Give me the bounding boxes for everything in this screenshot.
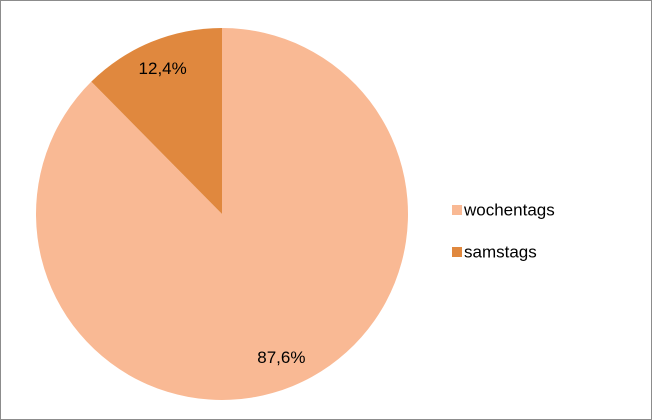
legend-label: wochentags — [463, 200, 555, 219]
data-label: 12,4% — [139, 59, 187, 78]
pie-slice — [91, 28, 223, 214]
pie-slice — [35, 28, 408, 401]
data-label: 87,6% — [257, 348, 305, 367]
legend-swatch — [452, 205, 462, 215]
legend-label: samstags — [464, 242, 537, 261]
legend-swatch — [452, 247, 462, 257]
